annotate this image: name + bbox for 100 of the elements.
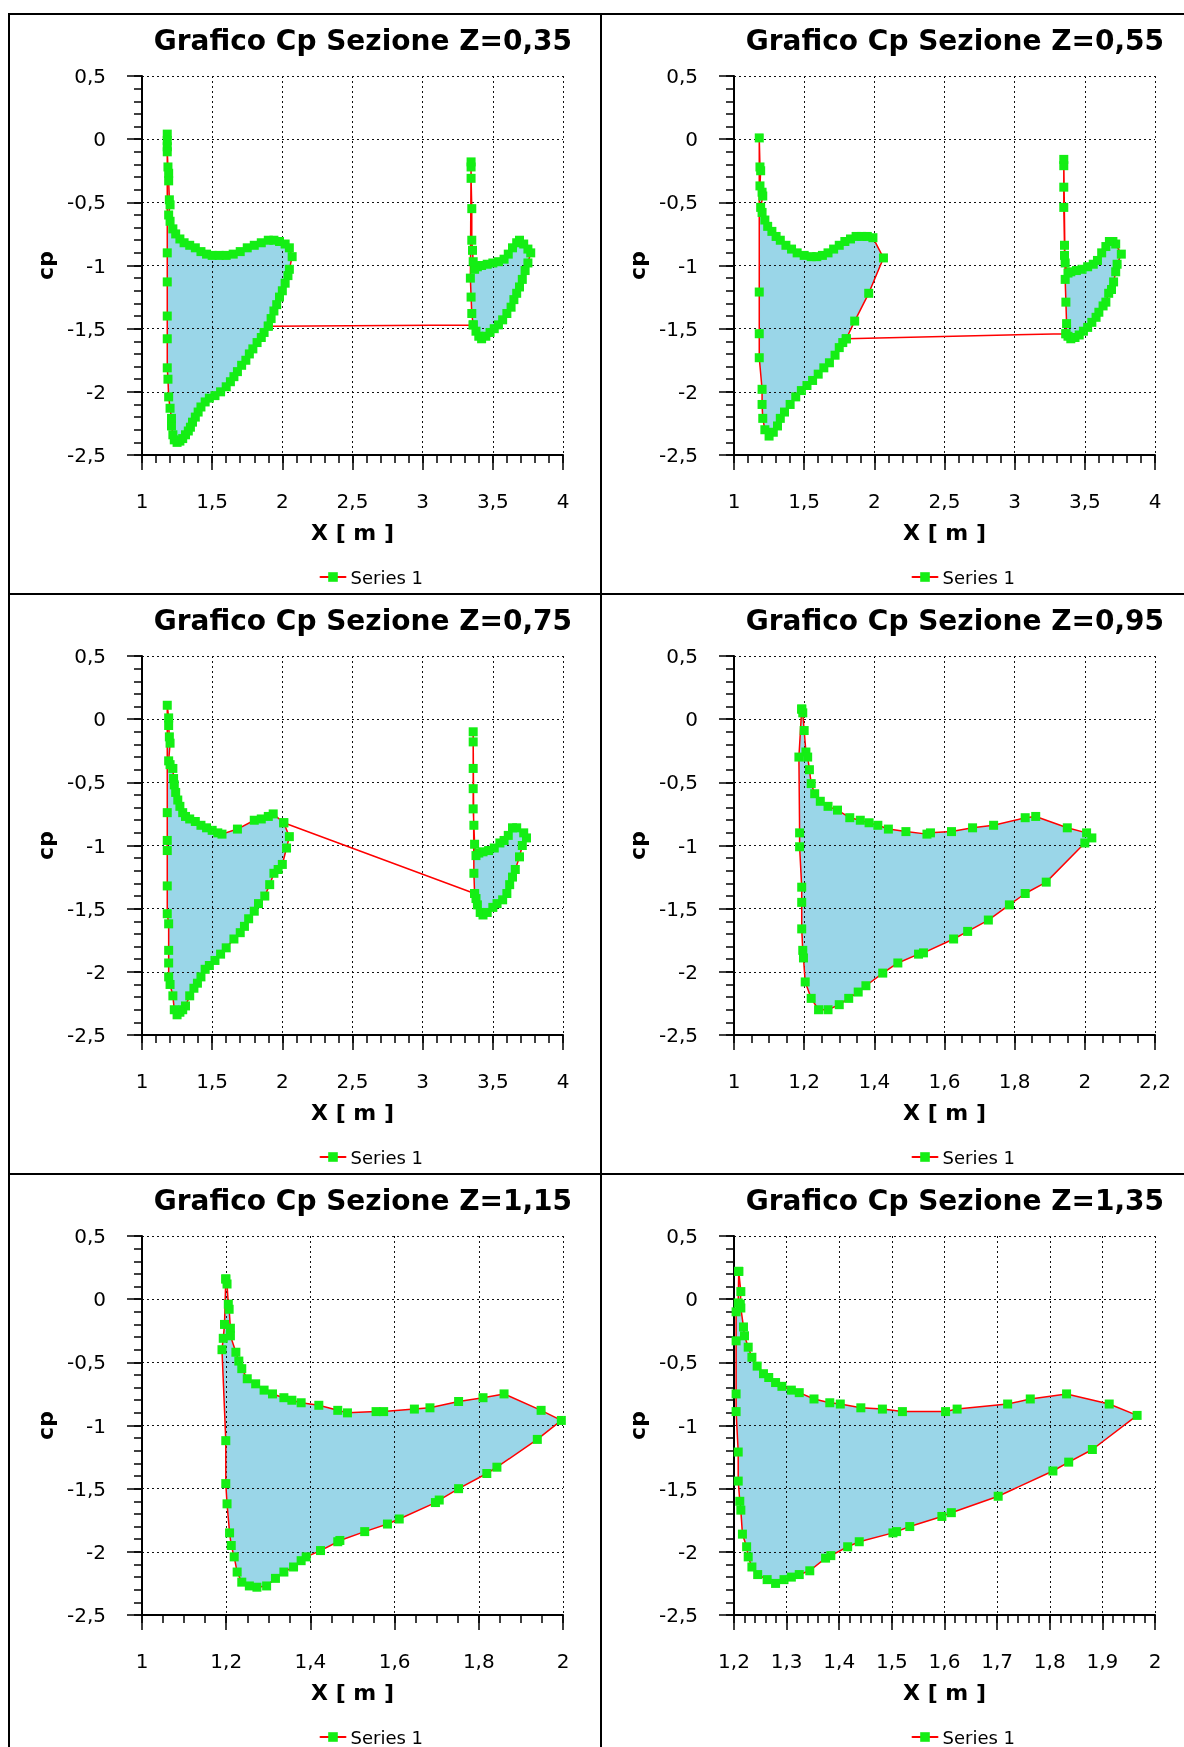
y-tick-label: 0 [93,127,106,152]
y-tick-label: -2 [86,1539,106,1564]
y-tick-label: -1 [678,253,698,278]
x-tick-label: 2,5 [928,489,961,513]
x-tick-label: 1 [727,489,741,513]
y-tick-label: -1 [86,833,106,858]
x-tick-label: 1 [727,1069,741,1093]
y-tick-label: -2 [678,959,698,984]
y-tick-label: 0,5 [666,644,698,668]
y-tick-label: 0,5 [666,64,698,88]
y-tick-label: -2 [86,379,106,404]
y-tick-label: -2,5 [66,1023,106,1047]
y-tick-label: -2,5 [658,1023,698,1047]
x-tick-label: 1,3 [770,1649,803,1673]
x-axis-title: X [ m ] [311,1679,394,1705]
y-tick-label: -1,5 [658,896,698,921]
y-tick-label: 0 [93,707,106,732]
x-tick-label: 2 [1078,1069,1092,1093]
y-tick-label: -1,5 [66,896,106,921]
y-tick-label: -2,5 [66,1603,106,1627]
x-tick-label: 4 [1148,489,1162,513]
y-tick-label: -1 [86,253,106,278]
y-tick-label: -1,5 [66,1476,106,1501]
y-tick-label: -0,5 [658,190,698,215]
y-tick-label: 0 [685,1287,698,1312]
y-tick-label: -1,5 [66,316,106,341]
y-tick-label: -0,5 [658,1350,698,1375]
y-tick-label: 0,5 [74,644,106,668]
x-tick-label: 2,5 [336,1069,369,1093]
x-tick-label: 3,5 [476,1069,509,1093]
y-tick-label: -1 [86,1413,106,1438]
x-axis-title: X [ m ] [903,1099,986,1125]
x-tick-label: 3 [416,1069,430,1093]
y-tick-label: -1,5 [658,1476,698,1501]
y-tick-label: -2 [678,1539,698,1564]
x-tick-label: 1,7 [981,1649,1014,1673]
x-tick-label: 1,5 [788,489,821,513]
x-tick-label: 1 [135,1649,149,1673]
x-tick-label: 4 [556,489,570,513]
x-tick-label: 1 [135,489,149,513]
x-tick-label: 1,5 [196,489,229,513]
x-tick-label: 1,2 [788,1069,821,1093]
legend-label: Series 1 [350,566,424,588]
x-tick-label: 1,8 [1033,1649,1066,1673]
chart-title: Grafico Cp Sezione Z=1,15 [153,1183,572,1217]
x-tick-label: 4 [556,1069,570,1093]
x-tick-label: 3 [416,489,430,513]
x-tick-label: 1,5 [875,1649,908,1673]
x-tick-label: 1,2 [210,1649,243,1673]
x-tick-label: 2 [556,1649,570,1673]
x-tick-label: 1,5 [196,1069,229,1093]
x-tick-label: 1 [135,1069,149,1093]
y-tick-label: 0,5 [666,1224,698,1248]
x-axis-title: X [ m ] [903,519,986,545]
y-tick-label: -0,5 [66,1350,106,1375]
legend-label: Series 1 [942,1146,1016,1168]
x-tick-label: 2,5 [336,489,369,513]
legend-label: Series 1 [942,1726,1016,1747]
y-tick-label: -1,5 [658,316,698,341]
x-tick-label: 1,8 [998,1069,1031,1093]
chart-title: Grafico Cp Sezione Z=0,95 [745,603,1164,637]
x-tick-label: 1,4 [823,1649,856,1673]
x-tick-label: 1,6 [378,1649,411,1673]
x-tick-label: 3,5 [1068,489,1101,513]
x-tick-label: 2 [275,1069,289,1093]
y-tick-label: 0 [685,707,698,732]
y-tick-label: -1 [678,833,698,858]
x-tick-label: 1,8 [462,1649,495,1673]
x-axis-title: X [ m ] [311,519,394,545]
legend-label: Series 1 [350,1726,424,1747]
x-tick-label: 1,6 [928,1649,961,1673]
x-tick-label: 2 [275,489,289,513]
y-tick-label: -2,5 [658,443,698,467]
x-tick-label: 1,9 [1086,1649,1119,1673]
x-tick-label: 1,6 [928,1069,961,1093]
y-tick-label: 0 [93,1287,106,1312]
y-tick-label: 0 [685,127,698,152]
y-axis-title: cp [32,831,58,860]
y-tick-label: 0,5 [74,1224,106,1248]
chart-title: Grafico Cp Sezione Z=1,35 [745,1183,1164,1217]
y-tick-label: -0,5 [66,770,106,795]
chart-title: Grafico Cp Sezione Z=0,55 [745,23,1164,57]
y-axis-title: cp [624,1411,650,1440]
chart-title: Grafico Cp Sezione Z=0,35 [153,23,572,57]
y-tick-label: -0,5 [66,190,106,215]
x-tick-label: 2,2 [1139,1069,1171,1093]
y-tick-label: -2,5 [658,1603,698,1627]
y-tick-label: -2,5 [66,443,106,467]
legend-label: Series 1 [350,1146,424,1168]
x-tick-label: 1,2 [718,1649,750,1673]
x-axis-title: X [ m ] [903,1679,986,1705]
x-tick-label: 2 [867,489,881,513]
y-tick-label: -0,5 [658,770,698,795]
x-tick-label: 1,4 [294,1649,327,1673]
chart-title: Grafico Cp Sezione Z=0,75 [153,603,572,637]
x-tick-label: 1,4 [858,1069,891,1093]
y-tick-label: -1 [678,1413,698,1438]
x-tick-label: 2 [1148,1649,1162,1673]
x-tick-label: 3,5 [476,489,509,513]
y-axis-title: cp [624,251,650,280]
